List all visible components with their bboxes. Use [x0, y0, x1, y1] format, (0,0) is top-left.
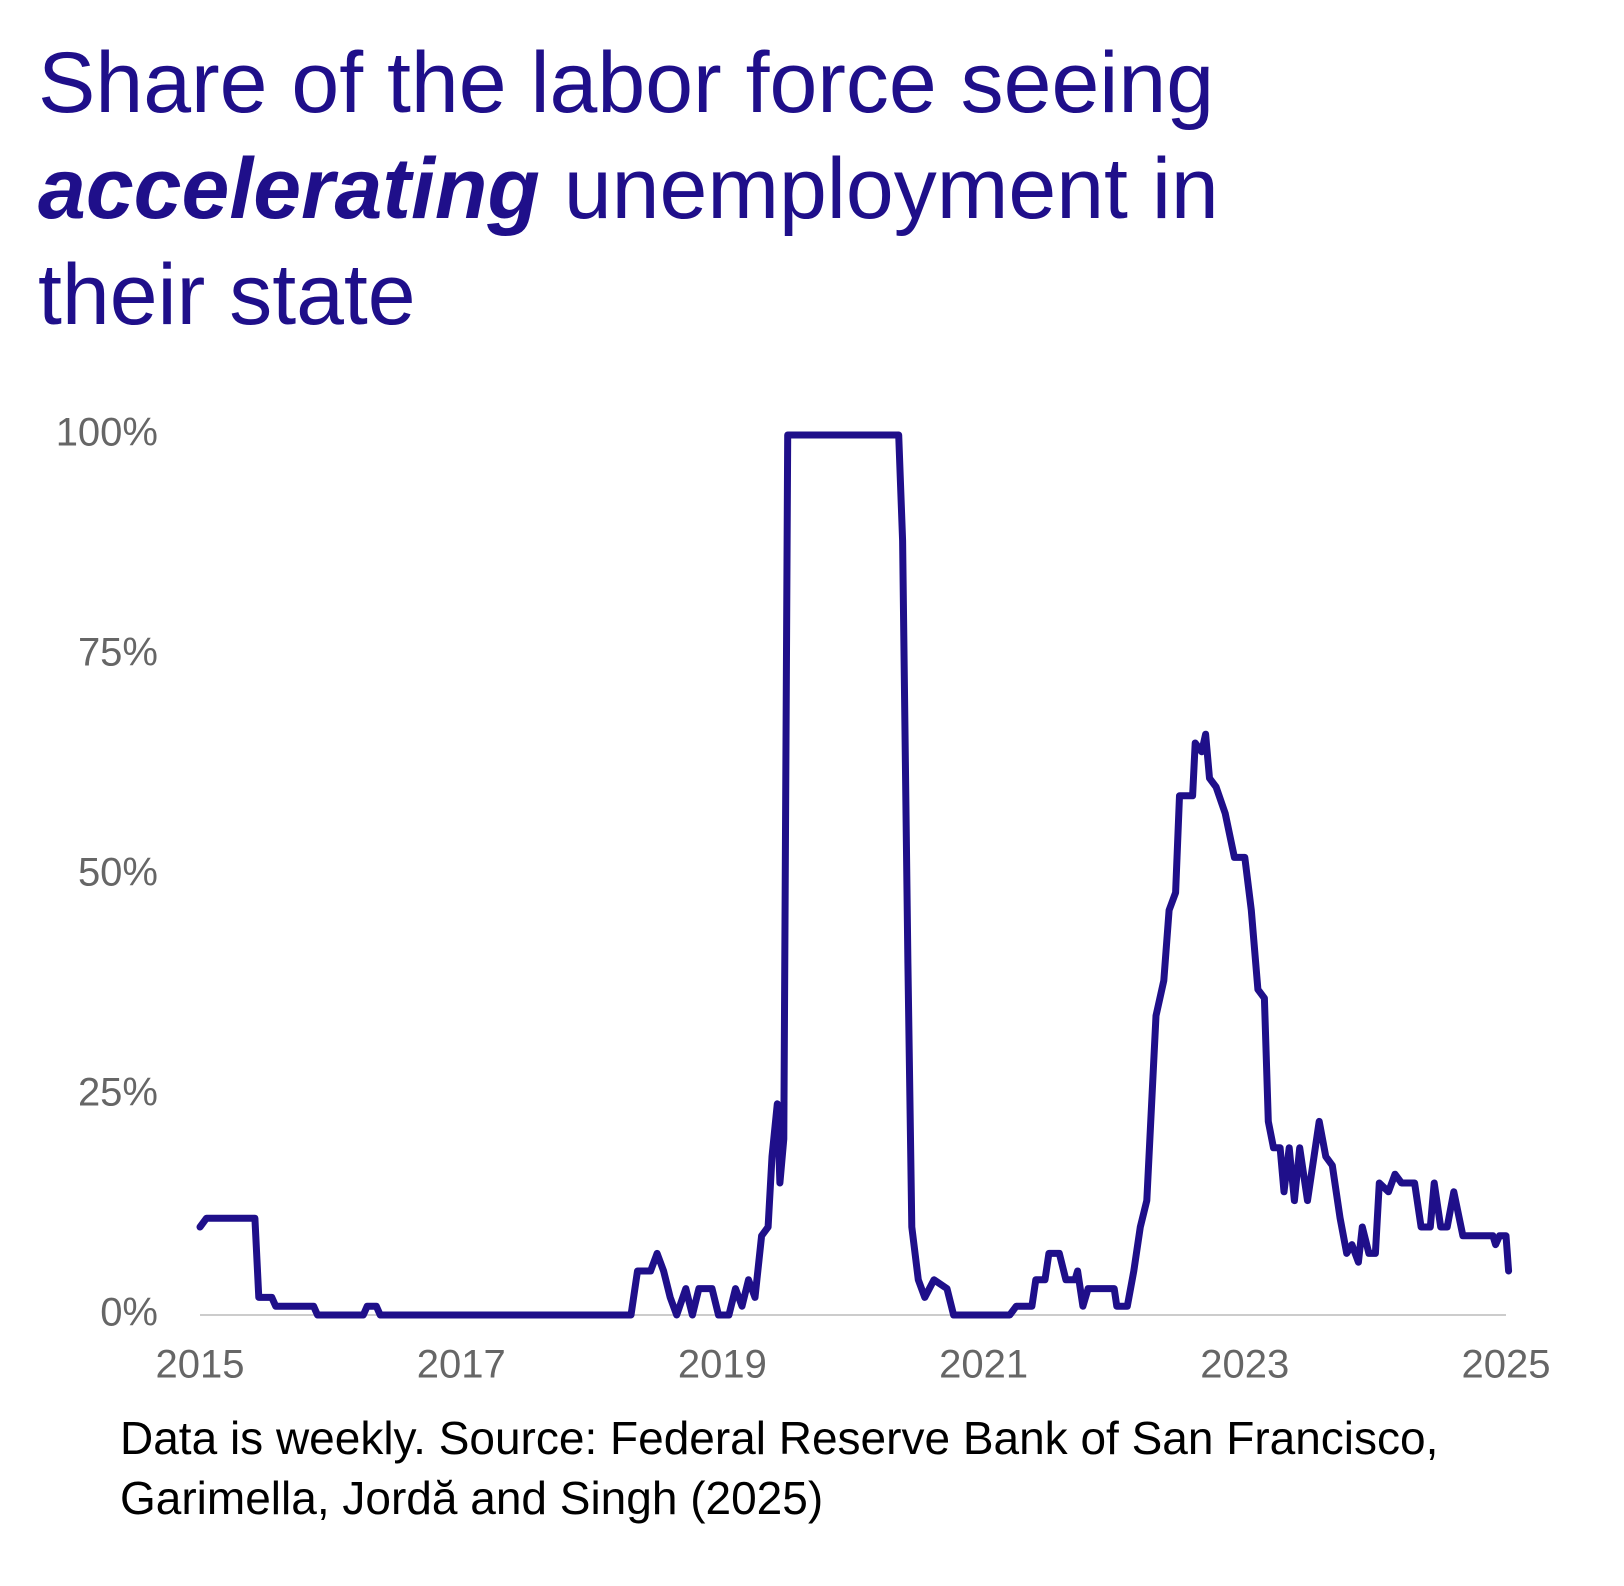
x-tick-label: 2025 [1462, 1343, 1551, 1387]
y-tick-label: 100% [56, 411, 158, 455]
x-tick-label: 2021 [939, 1343, 1028, 1387]
y-tick-label: 25% [78, 1071, 158, 1115]
title-part: unemployment in their state [38, 141, 1219, 343]
title-emphasis: accelerating [38, 141, 540, 237]
x-tick-label: 2015 [156, 1343, 245, 1387]
title-part: Share of the labor force seeing [38, 35, 1215, 131]
x-tick-label: 2019 [678, 1343, 767, 1387]
chart-title: Share of the labor force seeing accelera… [38, 30, 1378, 348]
x-tick-label: 2017 [417, 1343, 506, 1387]
data-line [196, 431, 1513, 1319]
y-tick-label: 50% [78, 851, 158, 895]
y-tick-label: 0% [100, 1291, 158, 1335]
source-note: Data is weekly. Source: Federal Reserve … [120, 1412, 1439, 1524]
chart: 0% 25% 50% 75% 100% 2015 2017 2019 2021 2023 2025 [56, 411, 1551, 1387]
x-tick-label: 2023 [1200, 1343, 1289, 1387]
y-tick-label: 75% [78, 631, 158, 675]
